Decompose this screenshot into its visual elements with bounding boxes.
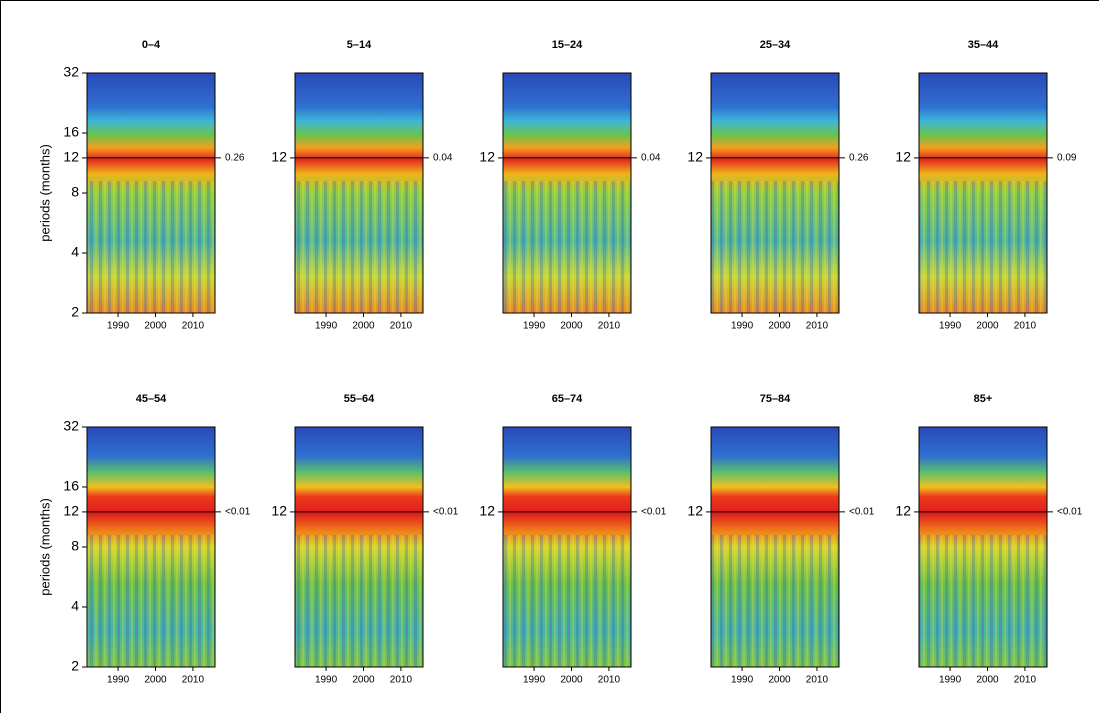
p-value: <0.01 [433, 507, 459, 518]
spectrum-texture [503, 535, 631, 667]
spectrum-texture [87, 535, 215, 667]
y-tick-label: 16 [63, 124, 79, 140]
spectrum-texture [295, 535, 423, 667]
y-tick-label: 8 [71, 184, 79, 200]
x-tick-label: 1990 [315, 675, 338, 686]
spectrum-texture [503, 181, 631, 313]
panel-title: 15–24 [552, 39, 583, 51]
x-tick-label: 1990 [107, 321, 130, 332]
spectrum-texture [295, 181, 423, 313]
panel-title: 25–34 [760, 39, 791, 51]
plot-border [502, 72, 632, 314]
y-tick-label: 12 [895, 503, 911, 519]
panel-title: 0–4 [142, 39, 161, 51]
plot-border [918, 72, 1048, 314]
y-tick-label: 12 [479, 503, 495, 519]
plot-border [294, 72, 424, 314]
panel-title: 55–64 [344, 393, 375, 405]
p-value: <0.01 [641, 507, 667, 518]
x-tick-label: 1990 [523, 675, 546, 686]
x-tick-label: 2010 [806, 321, 829, 332]
x-tick-label: 2000 [560, 675, 583, 686]
x-tick-label: 2010 [182, 675, 205, 686]
y-tick-label: 12 [687, 149, 703, 165]
y-tick-label: 12 [687, 503, 703, 519]
spectrum-texture [919, 535, 1047, 667]
x-tick-label: 1990 [107, 675, 130, 686]
x-tick-label: 2010 [598, 675, 621, 686]
y-tick-label: 12 [271, 503, 287, 519]
y-tick-label: 12 [63, 503, 79, 519]
p-value: 0.09 [1057, 153, 1077, 164]
x-tick-label: 2000 [768, 321, 791, 332]
y-tick-label: 12 [895, 149, 911, 165]
x-tick-label: 1990 [939, 675, 962, 686]
p-value: 0.26 [225, 153, 245, 164]
x-tick-label: 2010 [1014, 675, 1037, 686]
x-tick-label: 2000 [352, 321, 375, 332]
p-value: 0.04 [433, 153, 453, 164]
panel-title: 5–14 [347, 39, 372, 51]
y-tick-label: 32 [63, 418, 79, 434]
y-tick-label: 4 [71, 244, 79, 260]
x-tick-label: 1990 [731, 675, 754, 686]
spectrum-texture [87, 181, 215, 313]
x-tick-label: 1990 [939, 321, 962, 332]
panel-title: 75–84 [760, 393, 791, 405]
y-axis-label: periods (months) [37, 498, 52, 596]
p-value: <0.01 [225, 507, 251, 518]
x-tick-label: 2010 [1014, 321, 1037, 332]
y-tick-label: 8 [71, 538, 79, 554]
x-tick-label: 1990 [523, 321, 546, 332]
spectrum-texture [919, 181, 1047, 313]
p-value: <0.01 [849, 507, 875, 518]
y-tick-label: 12 [479, 149, 495, 165]
x-tick-label: 2010 [806, 675, 829, 686]
y-tick-label: 12 [271, 149, 287, 165]
panel-title: 35–44 [968, 39, 999, 51]
y-tick-label: 32 [63, 64, 79, 80]
x-tick-label: 2000 [144, 675, 167, 686]
spectrum-texture [711, 181, 839, 313]
x-tick-label: 2010 [390, 675, 413, 686]
x-tick-label: 2000 [144, 321, 167, 332]
panel-title: 45–54 [136, 393, 167, 405]
x-tick-label: 2010 [598, 321, 621, 332]
plot-border [710, 426, 840, 668]
x-tick-label: 1990 [315, 321, 338, 332]
p-value: 0.26 [849, 153, 869, 164]
y-tick-label: 16 [63, 478, 79, 494]
x-tick-label: 1990 [731, 321, 754, 332]
plot-border [710, 72, 840, 314]
x-tick-label: 2000 [768, 675, 791, 686]
y-tick-label: 4 [71, 598, 79, 614]
p-value: <0.01 [1057, 507, 1083, 518]
x-tick-label: 2010 [182, 321, 205, 332]
y-tick-label: 2 [71, 658, 79, 674]
x-tick-label: 2000 [352, 675, 375, 686]
x-tick-label: 2010 [390, 321, 413, 332]
x-tick-label: 2000 [976, 321, 999, 332]
x-tick-label: 2000 [560, 321, 583, 332]
plot-border [502, 426, 632, 668]
x-tick-label: 2000 [976, 675, 999, 686]
p-value: 0.04 [641, 153, 661, 164]
y-tick-label: 2 [71, 304, 79, 320]
y-tick-label: 12 [63, 149, 79, 165]
y-axis-label: periods (months) [37, 144, 52, 242]
plot-border [294, 426, 424, 668]
panel-title: 85+ [974, 393, 993, 405]
plot-border [918, 426, 1048, 668]
spectrum-texture [711, 535, 839, 667]
panel-title: 65–74 [552, 393, 583, 405]
